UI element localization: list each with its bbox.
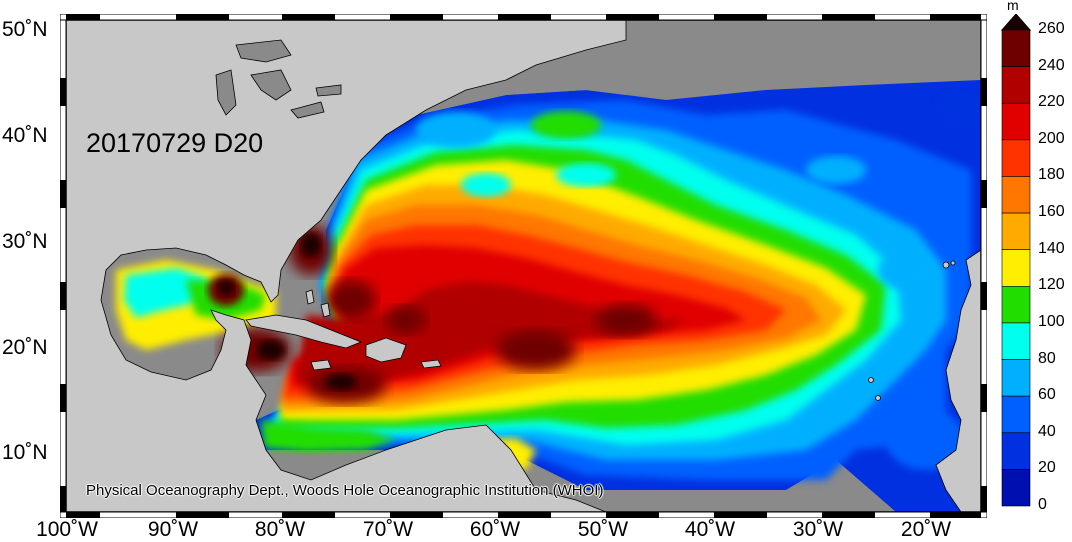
colorbar-bin [1001, 322, 1031, 360]
map-frame [66, 20, 981, 512]
colorbar-tick-label: 200 [1038, 129, 1065, 147]
colorbar-bin [1001, 176, 1031, 214]
colorbar [1000, 14, 1032, 507]
colorbar-tick-label: 140 [1038, 239, 1065, 257]
colorbar-tick-label: 80 [1038, 349, 1056, 367]
bottom-axis-bar [60, 512, 987, 518]
colorbar-bin [1001, 432, 1031, 470]
colorbar-bin [1001, 66, 1031, 104]
lat-label-30n: 30˚N [2, 230, 48, 253]
colorbar-tick-label: 0 [1038, 496, 1047, 513]
lat-label-10n: 10˚N [2, 441, 48, 464]
ocean-field [116, 80, 981, 512]
colorbar-tick-label: 180 [1038, 166, 1065, 184]
colorbar-tick-label: 100 [1038, 312, 1065, 330]
colorbar-tick-label: 220 [1038, 93, 1065, 111]
colorbar-unit: m [1007, 0, 1019, 13]
date-label: 20170729 D20 [86, 128, 264, 158]
lon-label-20w: 20˚W [900, 518, 952, 541]
colorbar-bin [1001, 29, 1031, 67]
colorbar-bin [1001, 286, 1031, 324]
d20-depth-map [66, 20, 981, 512]
credit-text: Physical Oceanography Dept., Woods Hole … [86, 482, 604, 499]
colorbar-bin [1001, 359, 1031, 397]
lon-label-100w: 100˚W [36, 518, 98, 541]
lat-label-40n: 40˚N [2, 124, 48, 147]
colorbar-bin [1001, 249, 1031, 287]
colorbar-bin [1001, 139, 1031, 177]
colorbar-bin [1001, 395, 1031, 434]
lon-label-90w: 90˚W [147, 518, 199, 541]
lon-label-40w: 40˚W [684, 518, 736, 541]
lat-label-20n: 20˚N [2, 336, 48, 359]
colorbar-arrow [1000, 14, 1032, 31]
lon-label-50w: 50˚W [577, 518, 629, 541]
lat-label-50n: 50˚N [2, 18, 48, 41]
colorbar-tick-label: 240 [1038, 56, 1065, 74]
colorbar-tick-label: 120 [1038, 276, 1065, 294]
colorbar-tick-label: 20 [1038, 459, 1056, 477]
colorbar-bin [1001, 212, 1031, 250]
colorbar-tick-label: 60 [1038, 386, 1056, 404]
left-axis-bar [60, 20, 66, 512]
colorbar-bin [1001, 469, 1031, 507]
colorbar-tick-label: 260 [1038, 20, 1065, 37]
right-axis-bar [981, 20, 987, 512]
lon-label-70w: 70˚W [362, 518, 414, 541]
colorbar-bin [1001, 102, 1031, 141]
colorbar-tick-label: 40 [1038, 422, 1056, 440]
colorbar-tick-label: 160 [1038, 203, 1065, 221]
great-lakes [215, 39, 342, 119]
lon-label-30w: 30˚W [792, 518, 844, 541]
top-axis-bar [60, 14, 987, 20]
lon-label-80w: 80˚W [254, 518, 306, 541]
lon-label-60w: 60˚W [469, 518, 521, 541]
land [66, 20, 981, 512]
